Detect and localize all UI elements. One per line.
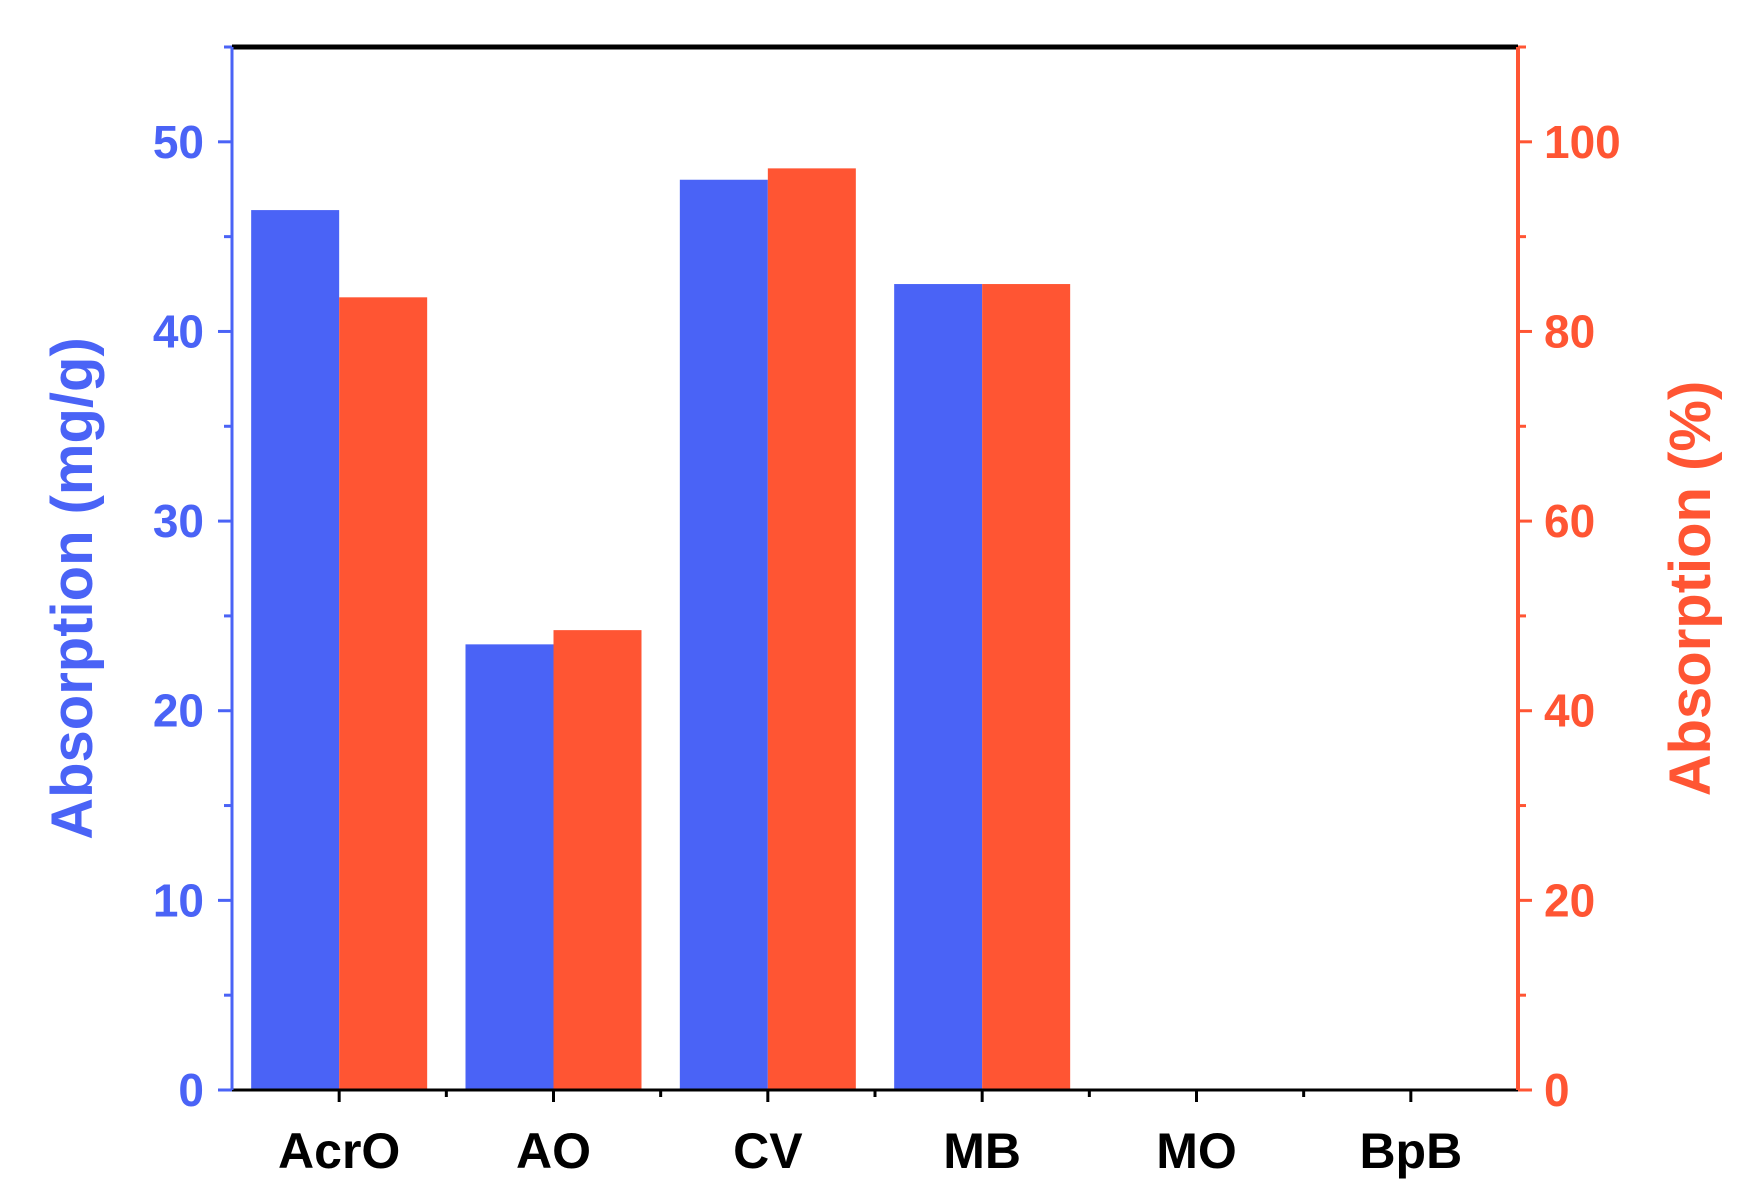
bar-right-mb bbox=[982, 284, 1071, 1091]
axes-group bbox=[218, 44, 1532, 1102]
bar-left-acro bbox=[251, 210, 340, 1090]
y-left-tick-label: 50 bbox=[153, 116, 204, 168]
x-tick-label-cv: CV bbox=[733, 1123, 803, 1179]
x-tick-label-mo: MO bbox=[1156, 1123, 1237, 1179]
y-right-tick-label: 80 bbox=[1544, 305, 1595, 357]
y-left-tick-label: 10 bbox=[153, 874, 204, 926]
y-right-tick-label: 0 bbox=[1544, 1064, 1570, 1116]
x-tick-label-ao: AO bbox=[516, 1123, 591, 1179]
bar-left-ao bbox=[465, 644, 554, 1090]
x-tick-label-acro: AcrO bbox=[278, 1123, 400, 1179]
y-left-tick-label: 40 bbox=[153, 305, 204, 357]
y-right-tick-label: 20 bbox=[1544, 874, 1595, 926]
y-left-tick-label: 30 bbox=[153, 495, 204, 547]
bar-left-mb bbox=[894, 284, 983, 1091]
bars-group bbox=[251, 168, 1071, 1091]
y-right-tick-label: 100 bbox=[1544, 116, 1621, 168]
y-right-tick-label: 40 bbox=[1544, 685, 1595, 737]
x-tick-label-bpb: BpB bbox=[1359, 1123, 1462, 1179]
bar-left-cv bbox=[679, 179, 768, 1090]
x-tick-label-mb: MB bbox=[943, 1123, 1021, 1179]
bar-right-ao bbox=[553, 630, 642, 1090]
bar-right-cv bbox=[767, 168, 856, 1090]
y-axis-right-title: Absorption (%) bbox=[1658, 381, 1723, 797]
bar-right-acro bbox=[339, 297, 428, 1090]
y-left-tick-label: 0 bbox=[178, 1064, 204, 1116]
y-right-tick-label: 60 bbox=[1544, 495, 1595, 547]
y-axis-left-title: Absorption (mg/g) bbox=[40, 337, 105, 840]
labels-group: 0 10 20 30 40 50 0 20 40 60 80 100 AcrO AO CV MB MO BpB bbox=[153, 116, 1621, 1179]
y-left-tick-label: 20 bbox=[153, 685, 204, 737]
